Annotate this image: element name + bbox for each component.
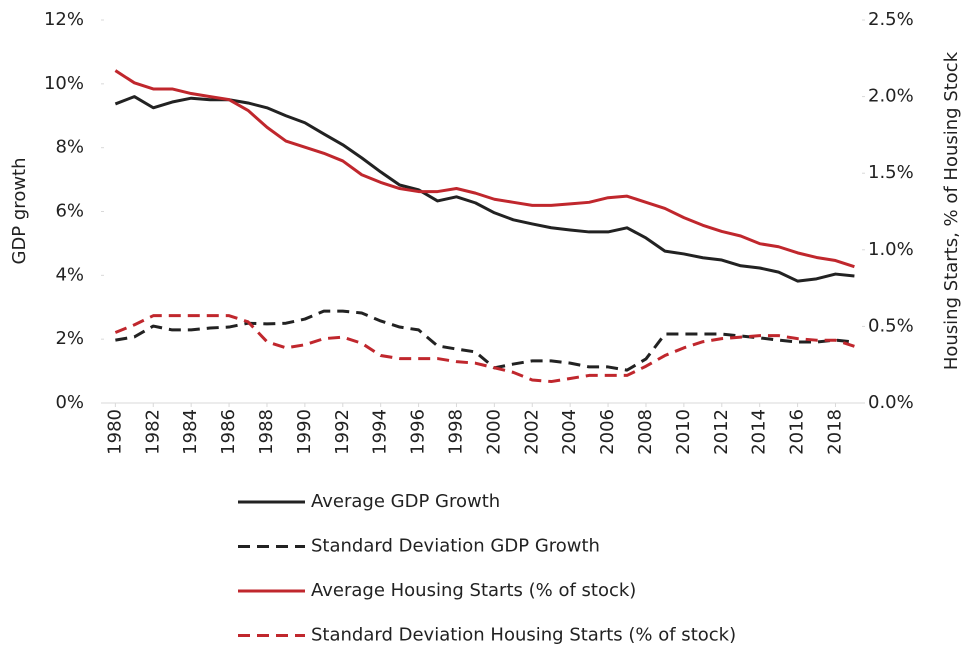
y2-tick-label: 1.5% bbox=[868, 162, 914, 183]
legend-label: Average GDP Growth bbox=[311, 491, 500, 512]
y2-tick-label: 0.0% bbox=[868, 392, 914, 413]
legend-label: Average Housing Starts (% of stock) bbox=[311, 580, 636, 601]
y-tick-label: 4% bbox=[55, 264, 84, 285]
y2-axis-label: Housing Starts, % of Housing Stock bbox=[941, 51, 962, 370]
y2-tick-label: 2.5% bbox=[868, 9, 914, 30]
x-tick-label: 2006 bbox=[597, 409, 618, 455]
y-tick-label: 10% bbox=[44, 73, 84, 94]
series-line bbox=[114, 314, 855, 384]
x-tick-label: 1980 bbox=[104, 409, 125, 455]
x-tick-label: 2014 bbox=[749, 409, 770, 455]
x-tick-label: 2012 bbox=[711, 409, 732, 455]
series-line bbox=[114, 69, 855, 269]
series-line bbox=[115, 309, 855, 372]
y-tick-label: 0% bbox=[55, 392, 84, 413]
x-tick-label: 1984 bbox=[180, 409, 201, 455]
x-tick-label: 2002 bbox=[521, 409, 542, 455]
x-tick-label: 2004 bbox=[559, 409, 580, 455]
y-tick-label: 6% bbox=[55, 201, 84, 222]
x-tick-label: 2018 bbox=[824, 409, 845, 455]
x-tick-label: 2000 bbox=[483, 409, 504, 455]
x-tick-label: 1998 bbox=[445, 409, 466, 455]
y-axis-label: GDP growth bbox=[9, 157, 30, 264]
x-tick-label: 1996 bbox=[408, 409, 429, 455]
x-tick-label: 1994 bbox=[370, 409, 391, 455]
series-line bbox=[114, 95, 855, 283]
y2-tick-label: 1.0% bbox=[868, 239, 914, 260]
x-tick-label: 2010 bbox=[673, 409, 694, 455]
x-tick-label: 1982 bbox=[142, 409, 163, 455]
legend-label: Standard Deviation GDP Growth bbox=[311, 536, 600, 557]
x-tick-label: 1992 bbox=[332, 409, 353, 455]
y-tick-label: 12% bbox=[44, 9, 84, 30]
y2-tick-label: 0.5% bbox=[868, 315, 914, 336]
x-tick-label: 1990 bbox=[294, 409, 315, 455]
x-tick-label: 2008 bbox=[635, 409, 656, 455]
y-tick-label: 2% bbox=[55, 328, 84, 349]
x-tick-label: 1988 bbox=[256, 409, 277, 455]
y-tick-label: 8% bbox=[55, 137, 84, 158]
y2-tick-label: 2.0% bbox=[868, 86, 914, 107]
x-tick-label: 2016 bbox=[787, 409, 808, 455]
legend-label: Standard Deviation Housing Starts (% of … bbox=[311, 625, 736, 645]
x-tick-label: 1986 bbox=[218, 409, 239, 455]
